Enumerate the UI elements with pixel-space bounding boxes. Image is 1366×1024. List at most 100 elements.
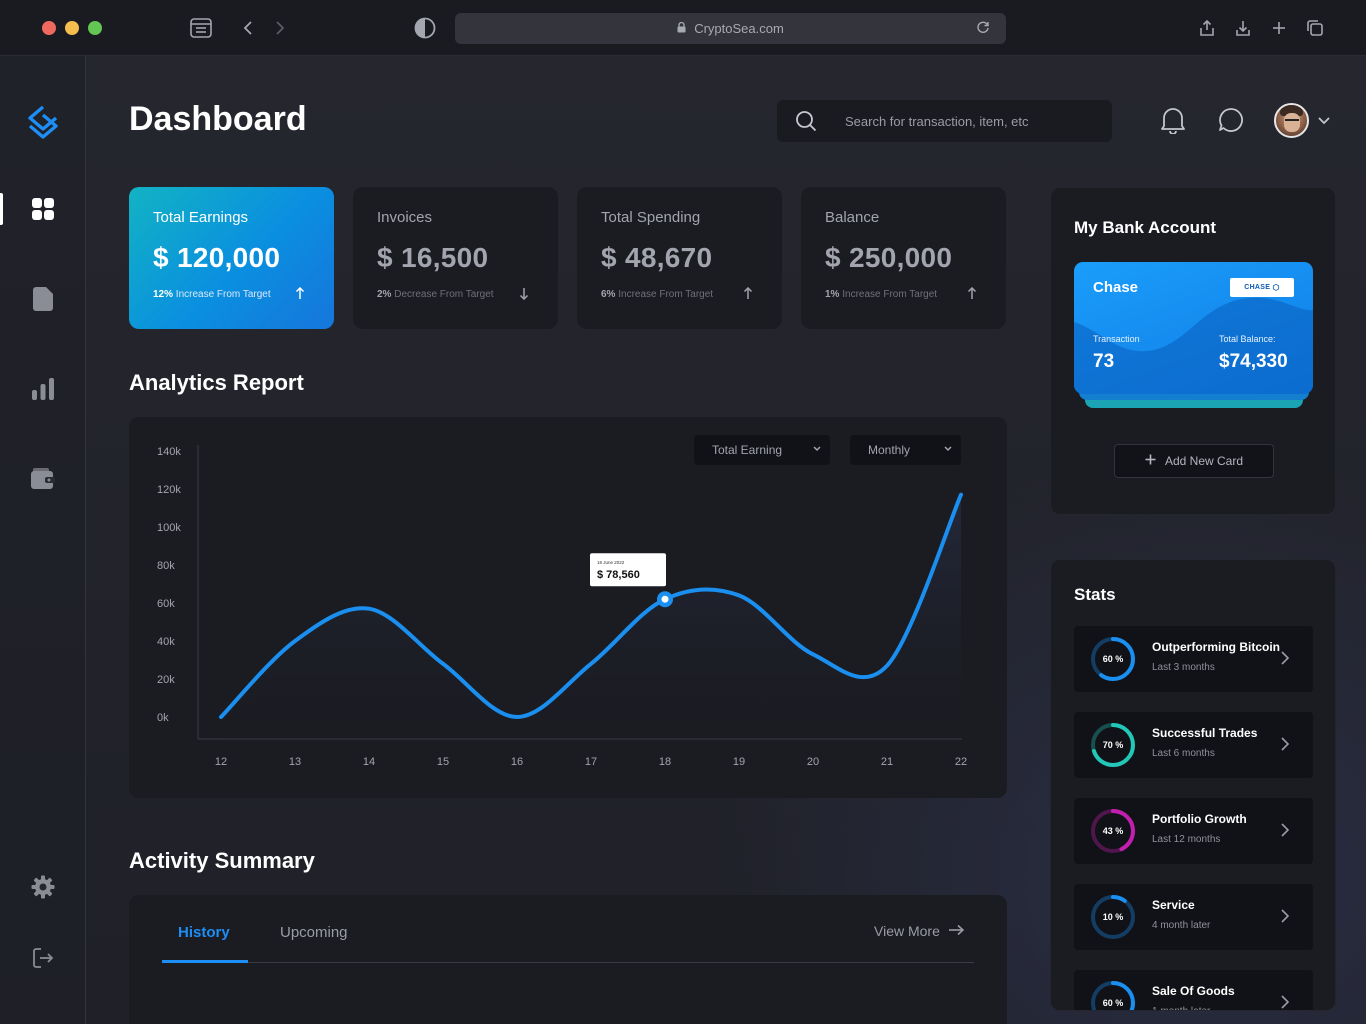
- share-icon[interactable]: [1195, 16, 1219, 40]
- x-tick-label: 22: [955, 756, 967, 768]
- x-tick-label: 18: [659, 756, 671, 768]
- arrow-up-icon: [967, 286, 977, 303]
- x-tick-label: 21: [881, 756, 893, 768]
- transaction-label: Transaction: [1093, 334, 1140, 344]
- app-window: Dashboard Search for transaction, item, …: [0, 56, 1366, 1024]
- brand-logo-icon[interactable]: [25, 104, 61, 140]
- stat-title: Successful Trades: [1152, 726, 1258, 740]
- kpi-value: $ 48,670: [601, 242, 713, 273]
- stat-subtitle: 4 month later: [1152, 920, 1211, 931]
- forward-icon[interactable]: [268, 16, 292, 40]
- arrow-down-icon: [519, 287, 529, 303]
- avatar[interactable]: [1274, 103, 1309, 138]
- kpi-card-balance[interactable]: Balance $ 250,000 1% Increase From Targe…: [801, 187, 1006, 329]
- tab-upcoming[interactable]: Upcoming: [280, 924, 348, 941]
- wallet-icon[interactable]: [28, 464, 58, 494]
- sidebar: [0, 56, 86, 1024]
- progress-ring: [1091, 723, 1135, 767]
- maximize-window-button[interactable]: [88, 21, 102, 35]
- address-bar[interactable]: CryptoSea.com: [455, 13, 1006, 44]
- kpi-label: Total Spending: [601, 209, 701, 226]
- stats-card: Stats 60 % Outperforming Bitcoin Last 3 …: [1050, 559, 1336, 1011]
- stats-title: Stats: [1074, 585, 1116, 604]
- balance-value: $74,330: [1219, 351, 1288, 372]
- progress-ring: [1091, 809, 1135, 853]
- y-tick-label: 120k: [157, 484, 181, 496]
- settings-gear-icon[interactable]: [28, 872, 58, 902]
- stat-subtitle: Last 6 months: [1152, 748, 1215, 759]
- reader-view-icon[interactable]: [189, 16, 213, 40]
- kpi-card-total-earnings[interactable]: Total Earnings $ 120,000 12% Increase Fr…: [129, 187, 334, 329]
- x-tick-label: 14: [363, 756, 375, 768]
- stat-row[interactable]: 60 % Outperforming Bitcoin Last 3 months: [1074, 626, 1313, 692]
- stat-row[interactable]: 60 % Sale Of Goods 1 month later: [1074, 970, 1313, 1010]
- balance-label: Total Balance:: [1219, 334, 1276, 344]
- analytics-chart-card: 140k 120k 100k 80k 60k 40k 20k 0k 12 13 14 15 16 17 18…: [129, 417, 1007, 798]
- analytics-icon[interactable]: [28, 374, 58, 404]
- back-icon[interactable]: [236, 16, 260, 40]
- stat-percent: 70 %: [1102, 740, 1124, 750]
- tab-history[interactable]: History: [178, 924, 230, 941]
- kpi-footnote: 12% Increase From Target: [153, 289, 271, 300]
- credit-card[interactable]: Chase CHASE ⬡ Transaction 73 Total Balan…: [1074, 262, 1313, 394]
- bank-account-card: My Bank Account Chase CHASE ⬡ Transactio…: [1050, 187, 1336, 515]
- tooltip-date: 18 June 2022: [597, 560, 625, 565]
- kpi-card-invoices[interactable]: Invoices $ 16,500 2% Decrease From Targe…: [353, 187, 558, 329]
- analytics-chart: 140k 120k 100k 80k 60k 40k 20k 0k 12 13 14 15 16 17 18…: [157, 445, 967, 768]
- minimize-window-button[interactable]: [65, 21, 79, 35]
- card-wave-decoration: [1074, 297, 1313, 394]
- arrow-up-icon: [295, 286, 305, 303]
- chat-icon[interactable]: [1217, 106, 1245, 134]
- url-text: CryptoSea.com: [694, 21, 784, 36]
- theme-toggle-icon[interactable]: [413, 16, 437, 40]
- tabs-overview-icon[interactable]: [1303, 16, 1327, 40]
- stat-percent: 60 %: [1102, 654, 1124, 664]
- kpi-label: Invoices: [377, 209, 433, 226]
- period-dropdown-label: Monthly: [868, 443, 911, 457]
- bank-name: Chase: [1093, 279, 1139, 296]
- highlight-point-inner: [661, 595, 669, 603]
- stat-row[interactable]: 43 % Portfolio Growth Last 12 months: [1074, 798, 1313, 864]
- x-tick-label: 16: [511, 756, 523, 768]
- dashboard-icon[interactable]: [28, 194, 58, 224]
- search-input[interactable]: Search for transaction, item, etc: [845, 113, 1029, 129]
- y-tick-label: 20k: [157, 674, 175, 686]
- document-icon[interactable]: [28, 284, 58, 314]
- stat-subtitle: 1 month later: [1152, 1006, 1210, 1010]
- kpi-footnote: 6% Increase From Target: [601, 289, 714, 300]
- tooltip-value: $ 78,560: [597, 569, 640, 581]
- active-tab-underline: [162, 960, 248, 963]
- bank-account-title: My Bank Account: [1074, 218, 1217, 237]
- new-tab-icon[interactable]: [1267, 16, 1291, 40]
- y-tick-label: 100k: [157, 522, 181, 534]
- stat-subtitle: Last 12 months: [1152, 834, 1221, 845]
- stat-title: Service: [1152, 898, 1195, 912]
- notification-bell-icon[interactable]: [1159, 106, 1187, 134]
- chevron-right-icon: [1280, 822, 1290, 843]
- add-new-card-button[interactable]: Add New Card: [1114, 444, 1274, 478]
- metric-dropdown[interactable]: Total Earning: [694, 435, 830, 465]
- x-tick-label: 12: [215, 756, 227, 768]
- stat-row[interactable]: 70 % Successful Trades Last 6 months: [1074, 712, 1313, 778]
- search-bar[interactable]: Search for transaction, item, etc: [777, 100, 1112, 142]
- view-more-link[interactable]: View More: [874, 923, 965, 939]
- download-icon[interactable]: [1231, 16, 1255, 40]
- page-title: Dashboard: [129, 100, 307, 138]
- chevron-down-icon[interactable]: [1317, 113, 1331, 131]
- stat-row[interactable]: 10 % Service 4 month later: [1074, 884, 1313, 950]
- kpi-card-total-spending[interactable]: Total Spending $ 48,670 6% Increase From…: [577, 187, 782, 329]
- kpi-value: $ 120,000: [153, 242, 281, 273]
- reload-icon[interactable]: [976, 20, 990, 37]
- logout-icon[interactable]: [28, 943, 58, 973]
- stat-percent: 60 %: [1102, 998, 1124, 1008]
- lock-icon: [677, 21, 686, 36]
- series-line: [219, 492, 963, 720]
- period-dropdown[interactable]: Monthly: [850, 435, 961, 465]
- kpi-label: Total Earnings: [153, 209, 249, 226]
- close-window-button[interactable]: [42, 21, 56, 35]
- add-new-card-label: Add New Card: [1164, 454, 1244, 468]
- chevron-right-icon: [1280, 736, 1290, 757]
- kpi-value: $ 250,000: [825, 242, 953, 273]
- kpi-footnote: 2% Decrease From Target: [377, 289, 494, 300]
- tab-divider: [162, 962, 974, 963]
